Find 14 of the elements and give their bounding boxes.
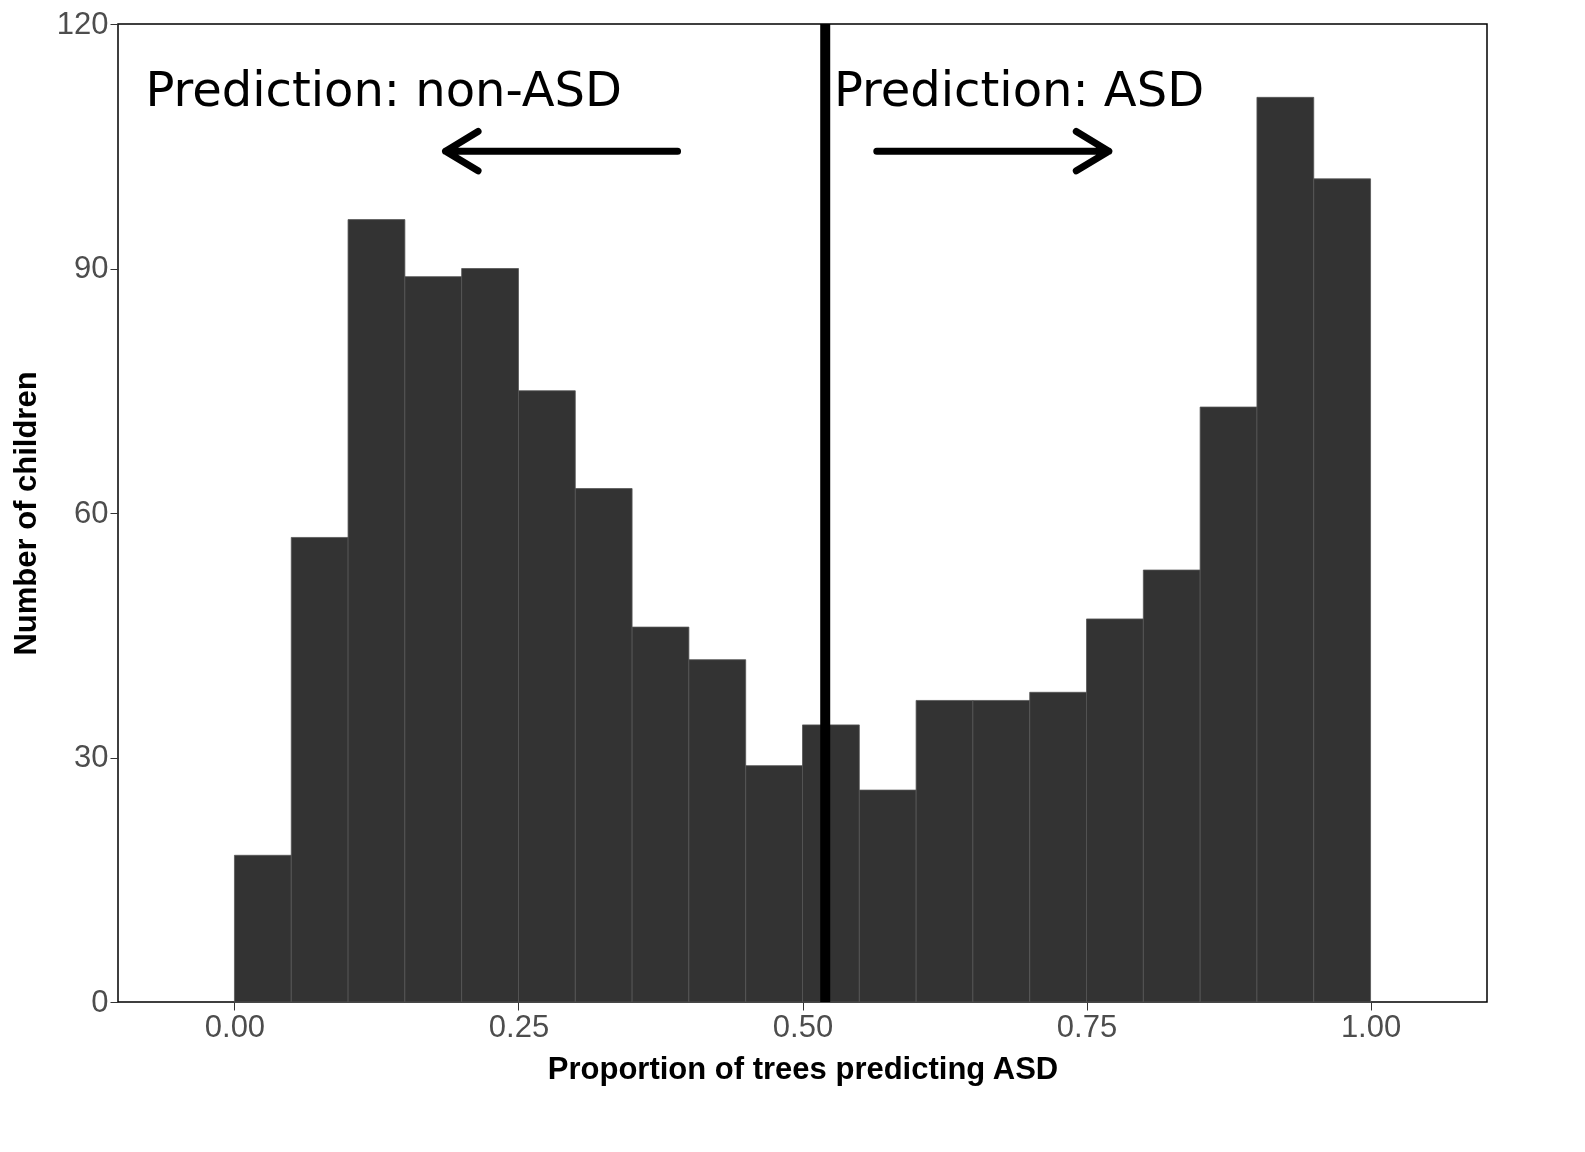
- y-axis-title: Number of children: [7, 371, 43, 656]
- annotation: Prediction: non-ASD: [145, 61, 623, 118]
- y-tick-label: 0: [91, 983, 109, 1019]
- x-axis-title: Proportion of trees predicting ASD: [547, 1050, 1059, 1086]
- y-tick-label: 120: [56, 5, 109, 41]
- annotation: Prediction: ASD: [833, 61, 1205, 118]
- x-tick-label: 1.00: [1340, 1008, 1402, 1044]
- y-tick-label: 60: [74, 494, 109, 530]
- x-tick-label: 0.25: [488, 1008, 550, 1044]
- y-tick-label: 30: [74, 739, 109, 774]
- x-tick-label: 0.75: [1056, 1008, 1118, 1044]
- y-tick-label: 90: [74, 250, 109, 285]
- x-tick-label: 0.50: [772, 1008, 834, 1044]
- x-tick-label: 0.00: [204, 1008, 266, 1044]
